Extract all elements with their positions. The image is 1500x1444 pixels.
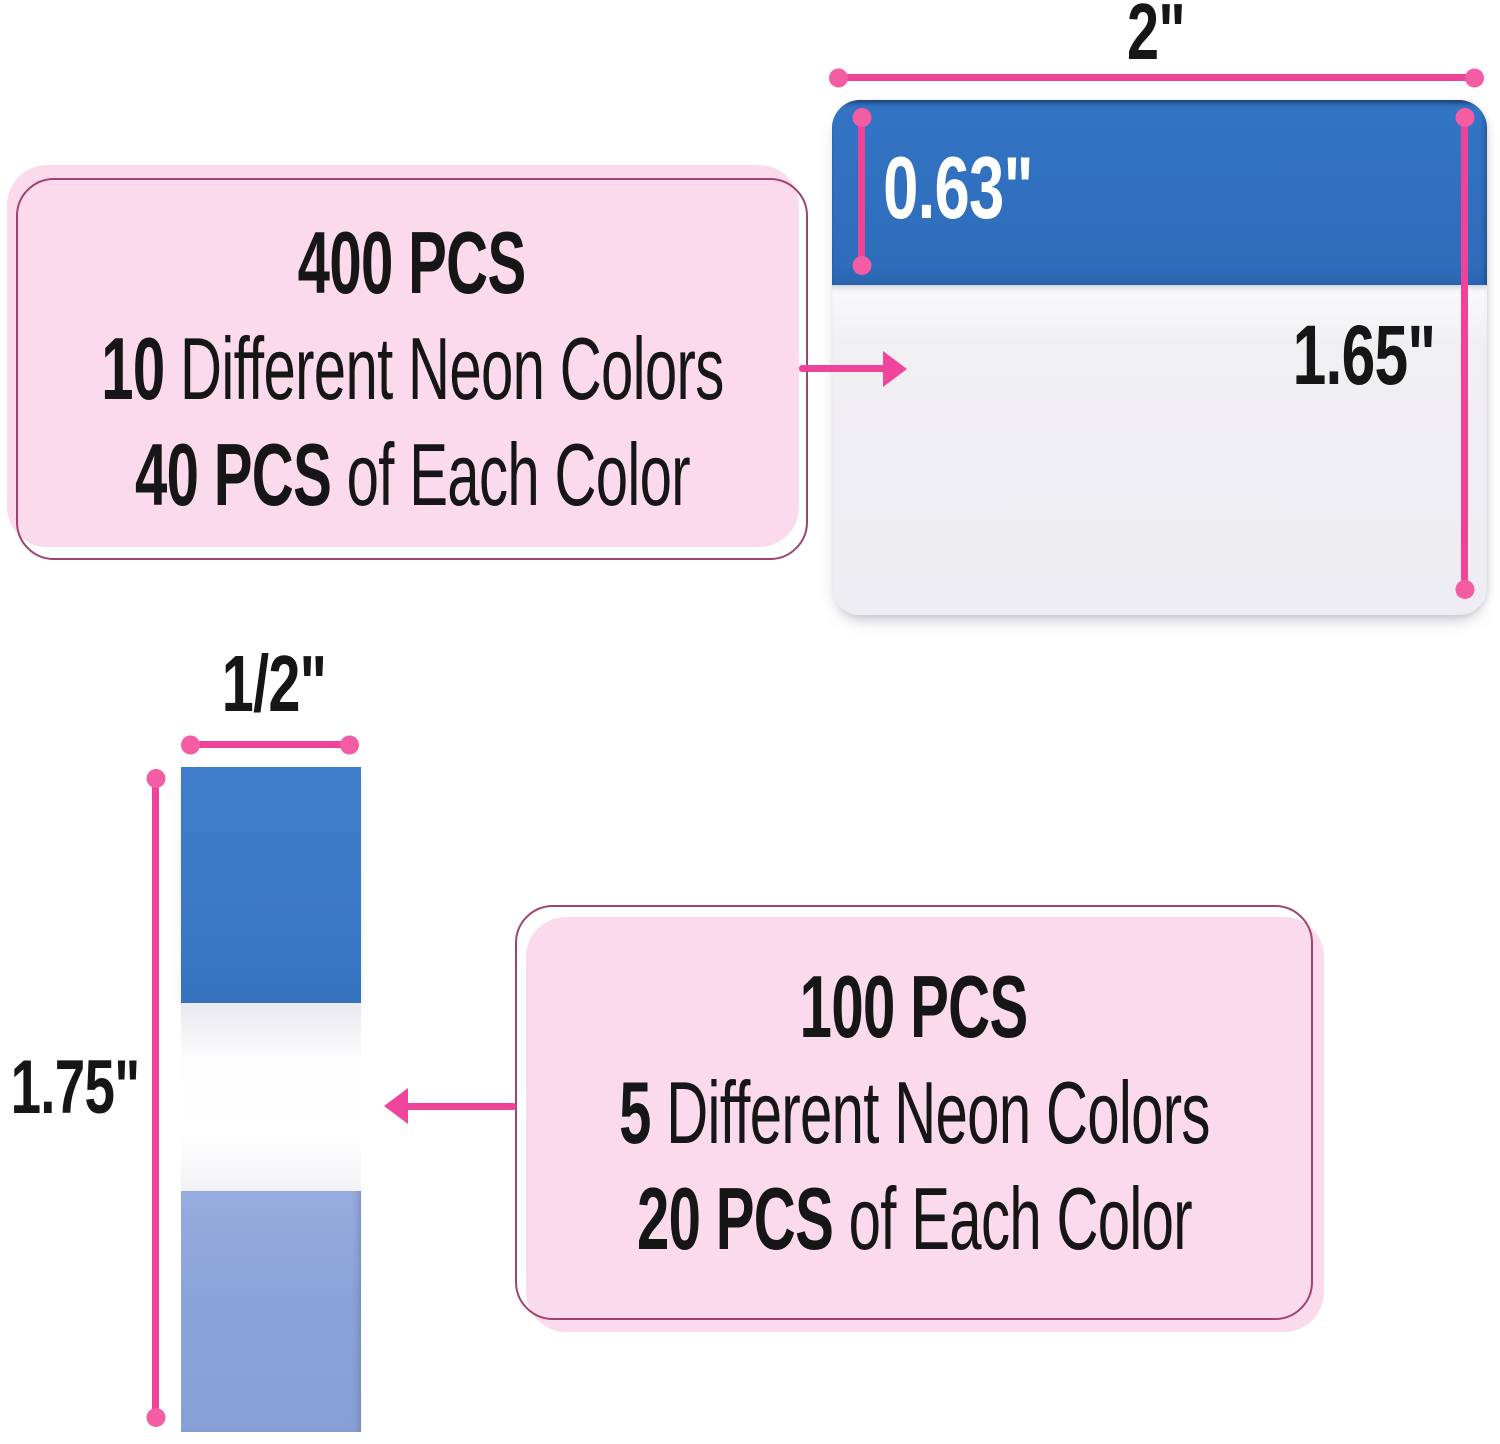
callout-line: 10 Different Neon Colors [100, 319, 724, 418]
small-tab-white-section [181, 1003, 361, 1191]
small-tab-blue-section [181, 767, 361, 1003]
small-index-tab [181, 767, 361, 1432]
measure-dot [1465, 68, 1484, 87]
small-tab-height-text: 1.75" [10, 1045, 141, 1130]
large-tab-width-text: 2" [1127, 0, 1186, 76]
large-tab-height-label: 1.65" [1265, 313, 1463, 397]
small-tab-height-label: 1.75" [0, 1050, 164, 1126]
callout-bottom: 100 PCS 5 Different Neon Colors 20 PCS o… [515, 905, 1324, 1332]
callout-bottom-outline [515, 905, 1313, 1320]
large-tab-header-measure-line [852, 108, 871, 275]
large-tab-width-measure-line [829, 68, 1484, 87]
callout-line: 20 PCS of Each Color [636, 1168, 1193, 1268]
measure-dot [1455, 108, 1474, 127]
measure-dot [146, 1408, 165, 1427]
callout-bottom-text: 100 PCS 5 Different Neon Colors 20 PCS o… [515, 905, 1313, 1320]
measure-dot [181, 735, 200, 754]
large-tab-white-body [832, 285, 1487, 615]
large-tab-header-height-text: 0.63" [883, 138, 1033, 237]
large-tab-blue-header [832, 100, 1487, 285]
large-tab-height-text: 1.65" [1292, 308, 1437, 402]
callout-top-text: 400 PCS 10 Different Neon Colors 40 PCS … [16, 178, 808, 560]
callout-line: 400 PCS [298, 213, 527, 312]
small-tab-width-label: 1/2" [201, 644, 346, 724]
callout-line: 5 Different Neon Colors [618, 1062, 1210, 1162]
callout-line: 40 PCS of Each Color [134, 425, 691, 524]
small-tab-width-measure-line [181, 735, 359, 754]
small-tab-height-measure-line [146, 769, 165, 1427]
measure-dot [1455, 580, 1474, 599]
callout-top: 400 PCS 10 Different Neon Colors 40 PCS … [7, 165, 808, 560]
small-tab-width-text: 1/2" [221, 639, 327, 728]
callout-bottom-arrow-head [384, 1088, 408, 1124]
small-tab-periwinkle-section [181, 1191, 361, 1432]
measure-dot [852, 256, 871, 275]
measure-dot [146, 769, 165, 788]
large-tab-height-measure-line [1455, 108, 1474, 599]
callout-line: 100 PCS [800, 956, 1029, 1056]
large-tab-header-height-label: 0.63" [854, 144, 1062, 232]
measure-dot [829, 68, 848, 87]
callout-bottom-arrow-shaft [406, 1103, 516, 1110]
measure-dot [852, 108, 871, 127]
callout-top-arrow-head [883, 351, 907, 387]
large-tab-width-label: 2" [1116, 0, 1196, 72]
callout-bottom-fill [526, 917, 1324, 1332]
callout-top-fill [7, 165, 799, 547]
callout-top-arrow-shaft [799, 365, 885, 372]
large-index-tab [832, 100, 1487, 615]
measure-dot [340, 735, 359, 754]
